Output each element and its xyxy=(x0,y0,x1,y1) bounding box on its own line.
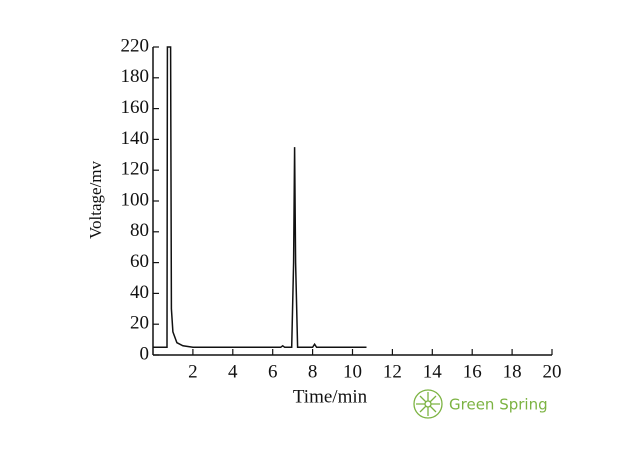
y-tick-label: 0 xyxy=(140,343,150,364)
x-tick-label: 20 xyxy=(543,361,562,382)
y-tick-label: 100 xyxy=(121,189,150,210)
x-tick-label: 16 xyxy=(463,361,482,382)
line xyxy=(153,46,367,349)
y-axis-label: Voltage/mv xyxy=(86,160,105,239)
y-tick-label: 120 xyxy=(121,159,150,180)
y-tick-label: 140 xyxy=(121,128,150,149)
y-tick-label: 160 xyxy=(121,97,150,118)
y-tick-label: 80 xyxy=(130,220,149,241)
y-tick-label: 220 xyxy=(121,35,150,56)
watermark-icon xyxy=(413,389,443,419)
x-tick-label: 14 xyxy=(423,361,443,382)
x-axis-label: Time/min xyxy=(293,386,368,407)
x-tick-label: 18 xyxy=(503,361,522,382)
x-tick-label: 8 xyxy=(308,361,318,382)
x-tick-label: 6 xyxy=(268,361,278,382)
x-tick-label: 2 xyxy=(188,361,198,382)
y-tick-label: 180 xyxy=(121,66,150,87)
x-tick-label: 4 xyxy=(228,361,238,382)
x-tick-label: 12 xyxy=(383,361,402,382)
x-tick-label: 10 xyxy=(343,361,362,382)
watermark: Green Spring xyxy=(449,396,548,414)
y-tick-label: 60 xyxy=(130,251,149,272)
y-tick-label: 40 xyxy=(130,282,149,303)
y-tick-label: 20 xyxy=(130,313,149,334)
